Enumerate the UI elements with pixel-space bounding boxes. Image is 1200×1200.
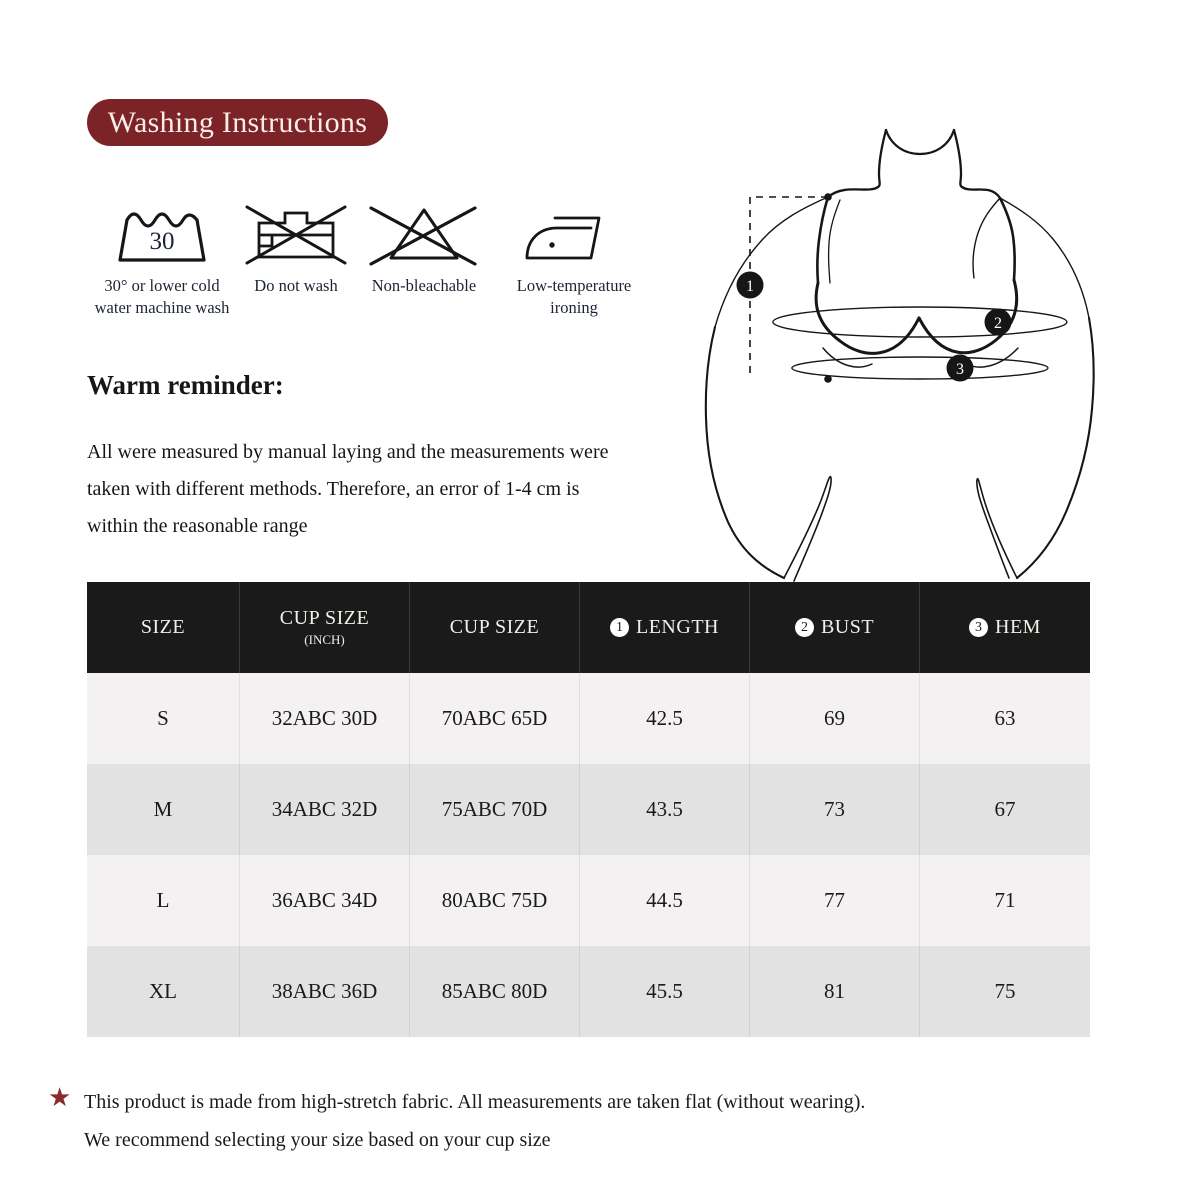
- svg-text:2: 2: [994, 315, 1002, 332]
- svg-text:1: 1: [746, 278, 754, 295]
- svg-text:3: 3: [956, 361, 964, 378]
- svg-text:30: 30: [150, 228, 175, 255]
